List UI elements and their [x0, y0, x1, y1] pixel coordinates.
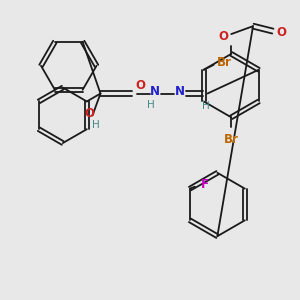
Text: H: H: [147, 100, 155, 110]
Text: Br: Br: [224, 133, 239, 146]
Text: N: N: [175, 85, 185, 98]
Text: F: F: [201, 178, 209, 191]
Text: O: O: [135, 79, 145, 92]
Text: H: H: [92, 120, 99, 130]
Text: O: O: [277, 26, 287, 39]
Text: H: H: [202, 101, 209, 111]
Text: O: O: [218, 30, 228, 43]
Text: N: N: [150, 85, 160, 98]
Text: O: O: [85, 107, 94, 120]
Text: Br: Br: [217, 56, 232, 69]
